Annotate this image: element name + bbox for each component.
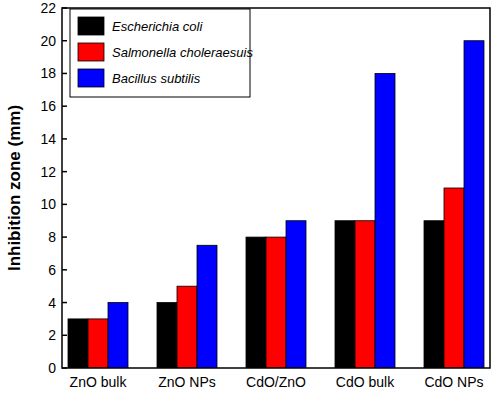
y-tick-label: 4	[48, 295, 56, 311]
y-tick-label: 14	[40, 131, 56, 147]
bar	[424, 221, 444, 368]
bar	[444, 188, 464, 368]
y-tick-label: 10	[40, 196, 56, 212]
legend-label: Bacillus subtilis	[112, 71, 201, 86]
y-tick-label: 18	[40, 65, 56, 81]
y-tick-label: 20	[40, 33, 56, 49]
bar	[246, 237, 266, 368]
bar	[68, 319, 88, 368]
y-tick	[62, 236, 67, 238]
y-tick-label: 8	[48, 229, 56, 245]
chart-container: 0 2 4 6 8 10 12 14 16 18 20 22 ZnO bulk ZnO NPs CdO/Zn…	[0, 0, 500, 399]
y-tick-label: 12	[40, 164, 56, 180]
bar	[286, 221, 306, 368]
bar	[197, 245, 217, 368]
bar	[355, 221, 375, 368]
legend-swatch	[78, 69, 104, 87]
bar	[375, 73, 395, 368]
y-tick-label: 2	[48, 327, 56, 343]
x-tick-label: CdO/ZnO	[246, 374, 306, 390]
bar	[88, 319, 108, 368]
y-tick	[62, 171, 67, 173]
plot-frame	[62, 8, 490, 368]
y-tick	[62, 335, 67, 337]
legend-swatch	[78, 17, 104, 35]
x-tick-label: ZnO bulk	[70, 374, 128, 390]
y-tick	[62, 138, 67, 140]
y-tick	[62, 302, 67, 304]
bar	[335, 221, 355, 368]
y-tick	[62, 7, 67, 9]
x-tick-label: CdO bulk	[336, 374, 395, 390]
y-tick-label: 22	[40, 0, 56, 16]
y-tick	[62, 73, 67, 75]
chart-svg: 0 2 4 6 8 10 12 14 16 18 20 22 ZnO bulk ZnO NPs CdO/Zn…	[0, 0, 500, 399]
legend-label: Escherichia coli	[112, 19, 203, 34]
y-tick	[62, 367, 67, 369]
x-tick-label: CdO NPs	[424, 374, 483, 390]
y-tick	[62, 105, 67, 107]
y-tick	[62, 269, 67, 271]
legend: Escherichia coli Salmonella choleraesuis B…	[70, 9, 253, 97]
bar	[157, 303, 177, 368]
legend-swatch	[78, 43, 104, 61]
y-tick	[62, 204, 67, 206]
bar	[108, 303, 128, 368]
y-tick	[62, 40, 67, 42]
y-tick-label: 0	[48, 360, 56, 376]
y-tick-label: 16	[40, 98, 56, 114]
legend-label: Salmonella choleraesuis	[112, 45, 253, 60]
x-tick-label: ZnO NPs	[158, 374, 216, 390]
bar	[464, 41, 484, 368]
bar	[177, 286, 197, 368]
y-tick-label: 6	[48, 262, 56, 278]
y-axis-label: Inhibition zone (mm)	[5, 105, 24, 271]
bar	[266, 237, 286, 368]
